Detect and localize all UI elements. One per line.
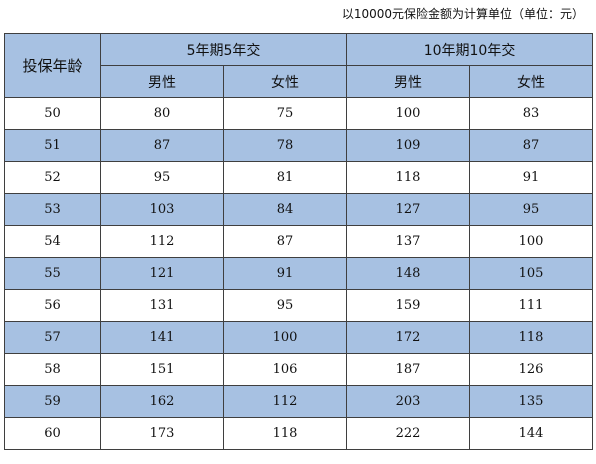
table-row: 53 103 84 127 95 [4,193,594,226]
value-cell: 148 [346,257,471,290]
age-cell: 57 [4,321,101,354]
value-cell: 87 [469,129,594,162]
value-cell: 137 [346,225,471,258]
value-cell: 75 [222,97,348,130]
value-cell: 187 [346,353,471,386]
value-cell: 111 [469,289,594,322]
value-cell: 172 [346,321,471,354]
age-cell: 60 [4,417,101,450]
value-cell: 95 [469,193,594,226]
sub-header-female-5-year: 女性 [222,65,348,98]
value-cell: 109 [346,129,471,162]
age-cell: 56 [4,289,101,322]
age-cell: 55 [4,257,101,290]
value-cell: 151 [100,353,224,386]
value-cell: 222 [346,417,471,450]
age-cell: 54 [4,225,101,258]
value-cell: 100 [469,225,594,258]
value-cell: 127 [346,193,471,226]
value-cell: 118 [469,321,594,354]
age-cell: 50 [4,97,101,130]
value-cell: 135 [469,385,594,418]
value-cell: 162 [100,385,224,418]
table-row: 51 87 78 109 87 [4,129,594,162]
value-cell: 112 [100,225,224,258]
table-row: 52 95 81 118 91 [4,161,594,194]
table-row: 55 121 91 148 105 [4,257,594,290]
group-header-5-year: 5年期5年交 [99,33,348,66]
table-row: 59 162 112 203 135 [4,385,594,418]
value-cell: 83 [469,97,594,130]
value-cell: 106 [222,353,348,386]
value-cell: 87 [222,225,348,258]
sub-header-male-5-year: 男性 [100,65,224,98]
value-cell: 91 [469,161,594,194]
table-row: 54 112 87 137 100 [4,225,594,258]
value-cell: 95 [100,161,224,194]
value-cell: 80 [100,97,224,130]
value-cell: 126 [469,353,594,386]
sub-header-male-10-year: 男性 [346,65,471,98]
value-cell: 131 [100,289,224,322]
value-cell: 95 [222,289,348,322]
table-row: 58 151 106 187 126 [4,353,594,386]
age-cell: 58 [4,353,101,386]
value-cell: 91 [222,257,348,290]
value-cell: 121 [100,257,224,290]
value-cell: 159 [346,289,471,322]
table-row: 57 141 100 172 118 [4,321,594,354]
value-cell: 78 [222,129,348,162]
value-cell: 112 [222,385,348,418]
value-cell: 103 [100,193,224,226]
premium-rate-table: 投保年龄 5年期5年交 10年期10年交 男性 女性 男性 女性 50 80 7… [4,33,594,450]
value-cell: 100 [346,97,471,130]
age-cell: 51 [4,129,101,162]
value-cell: 118 [222,417,348,450]
value-cell: 105 [469,257,594,290]
unit-caption: 以10000元保险金额为计算单位（单位：元） [341,7,584,21]
table-row: 56 131 95 159 111 [4,289,594,322]
value-cell: 118 [346,161,471,194]
age-cell: 53 [4,193,101,226]
value-cell: 144 [469,417,594,450]
value-cell: 84 [222,193,348,226]
age-cell: 52 [4,161,101,194]
age-column-header: 投保年龄 [4,33,101,98]
sub-header-female-10-year: 女性 [469,65,594,98]
value-cell: 81 [222,161,348,194]
group-header-10-year: 10年期10年交 [346,33,594,66]
table-row: 50 80 75 100 83 [4,97,594,130]
value-cell: 173 [100,417,224,450]
value-cell: 203 [346,385,471,418]
value-cell: 141 [100,321,224,354]
value-cell: 100 [222,321,348,354]
value-cell: 87 [100,129,224,162]
age-cell: 59 [4,385,101,418]
table-row: 60 173 118 222 144 [4,417,594,450]
